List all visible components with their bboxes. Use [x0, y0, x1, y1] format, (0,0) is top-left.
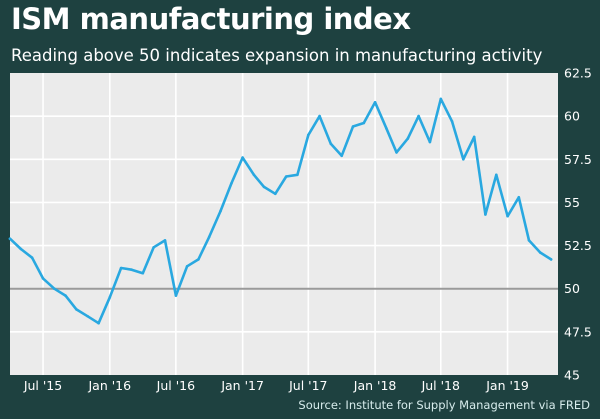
- data-point: [284, 175, 288, 178]
- data-point: [230, 182, 233, 185]
- data-point: [406, 137, 410, 140]
- data-point: [262, 185, 266, 189]
- data-point: [351, 125, 355, 128]
- data-point: [252, 173, 256, 177]
- y-tick-label: 45: [564, 368, 580, 383]
- data-point: [274, 192, 277, 196]
- data-point: [484, 213, 487, 216]
- x-tick-label: Jan '16: [88, 378, 132, 393]
- data-point: [97, 321, 100, 325]
- data-point: [152, 246, 155, 249]
- data-point: [163, 239, 167, 242]
- series-layer: [8, 97, 553, 325]
- y-tick-label: 52.5: [564, 238, 592, 253]
- data-point: [86, 315, 89, 318]
- data-point: [108, 296, 112, 299]
- y-tick-label: 57.5: [564, 152, 592, 167]
- data-point: [373, 101, 377, 104]
- data-point: [19, 247, 23, 251]
- grid-lines: [10, 73, 558, 375]
- y-tick-label: 55: [564, 195, 580, 210]
- data-point: [241, 156, 244, 159]
- x-tick-label: Jul '18: [421, 378, 460, 393]
- data-point: [439, 97, 443, 101]
- data-point: [207, 235, 211, 239]
- data-point: [219, 209, 222, 213]
- chart-title: ISM manufacturing index: [11, 2, 411, 36]
- data-point: [538, 251, 542, 254]
- x-tick-label: Jul '16: [156, 378, 195, 393]
- x-tick-label: Jul '15: [23, 378, 62, 393]
- data-point: [141, 271, 145, 275]
- y-axis-ticks: 62.5 60 57.5 55 52.5 50 47.5 45: [564, 66, 592, 383]
- data-point: [197, 258, 200, 261]
- data-point: [185, 265, 189, 268]
- data-point: [318, 114, 321, 118]
- source-note: Source: Institute for Supply Management …: [298, 398, 590, 412]
- x-axis-ticks: Jul '15 Jan '16 Jul '16 Jan '17 Jul '17 Jan '…: [23, 378, 529, 393]
- data-point: [8, 237, 12, 240]
- data-point: [174, 294, 178, 297]
- data-point: [30, 256, 34, 260]
- data-point: [307, 133, 310, 137]
- data-point: [395, 151, 398, 154]
- data-point: [296, 173, 299, 177]
- data-point: [428, 140, 432, 144]
- y-tick-label: 62.5: [564, 66, 592, 81]
- data-point: [385, 126, 388, 130]
- data-point: [450, 120, 454, 123]
- y-tick-label: 47.5: [564, 324, 592, 339]
- plot-area: [10, 73, 558, 375]
- data-point: [75, 308, 78, 311]
- series-line: [8, 97, 553, 325]
- data-point: [64, 294, 67, 297]
- data-point: [119, 266, 123, 270]
- data-point: [549, 258, 553, 261]
- data-point: [472, 135, 476, 139]
- x-tick-label: Jan '17: [220, 378, 264, 393]
- y-tick-label: 60: [564, 109, 580, 124]
- data-point: [362, 121, 366, 125]
- data-point: [517, 196, 521, 199]
- y-tick-label: 50: [564, 281, 580, 296]
- chart-subtitle: Reading above 50 indicates expansion in …: [11, 46, 543, 65]
- data-point: [495, 173, 498, 177]
- data-point: [340, 154, 344, 158]
- x-tick-label: Jul '17: [288, 378, 327, 393]
- data-point: [527, 239, 531, 242]
- x-tick-label: Jan '19: [485, 378, 529, 393]
- data-point: [329, 142, 333, 146]
- data-point: [462, 158, 465, 161]
- x-tick-label: Jan '18: [353, 378, 397, 393]
- data-point: [41, 277, 45, 280]
- data-point: [506, 214, 509, 218]
- data-point: [130, 268, 133, 272]
- data-point: [53, 287, 56, 291]
- data-point: [417, 114, 420, 118]
